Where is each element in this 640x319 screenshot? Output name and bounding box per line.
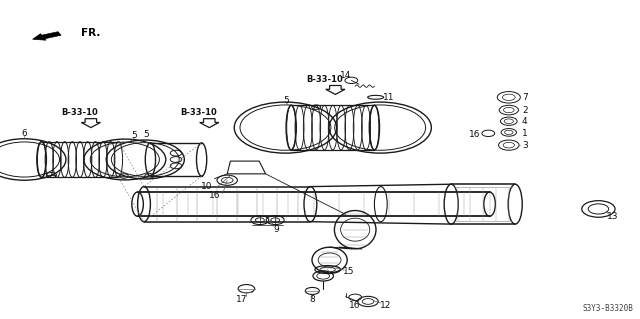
Text: 3: 3 [522, 141, 527, 150]
Text: 15: 15 [343, 267, 355, 276]
Text: FR.: FR. [81, 27, 100, 38]
Text: 13: 13 [607, 212, 619, 221]
Text: 7: 7 [522, 93, 527, 102]
Text: 8: 8 [310, 295, 315, 304]
Text: 2: 2 [522, 106, 527, 115]
Text: B-33-10: B-33-10 [180, 108, 217, 117]
Text: 16: 16 [469, 130, 481, 139]
Text: B-33-10: B-33-10 [61, 108, 99, 117]
Text: S3Y3-B3320B: S3Y3-B3320B [583, 304, 634, 313]
Text: 14: 14 [340, 71, 351, 80]
Text: 5: 5 [284, 96, 289, 105]
Text: 16: 16 [349, 301, 361, 310]
Text: 4: 4 [522, 117, 527, 126]
Text: 6: 6 [22, 130, 27, 138]
Text: 5: 5 [143, 130, 148, 139]
Text: 5: 5 [132, 131, 137, 140]
Text: 9: 9 [274, 225, 279, 234]
Text: 10: 10 [201, 182, 212, 191]
Text: 11: 11 [383, 93, 394, 102]
Text: 16: 16 [209, 191, 220, 200]
FancyArrow shape [33, 32, 61, 40]
Text: 1: 1 [522, 129, 527, 137]
Text: B-33-10: B-33-10 [306, 75, 343, 84]
Text: 17: 17 [236, 295, 247, 304]
Text: 12: 12 [380, 301, 391, 310]
